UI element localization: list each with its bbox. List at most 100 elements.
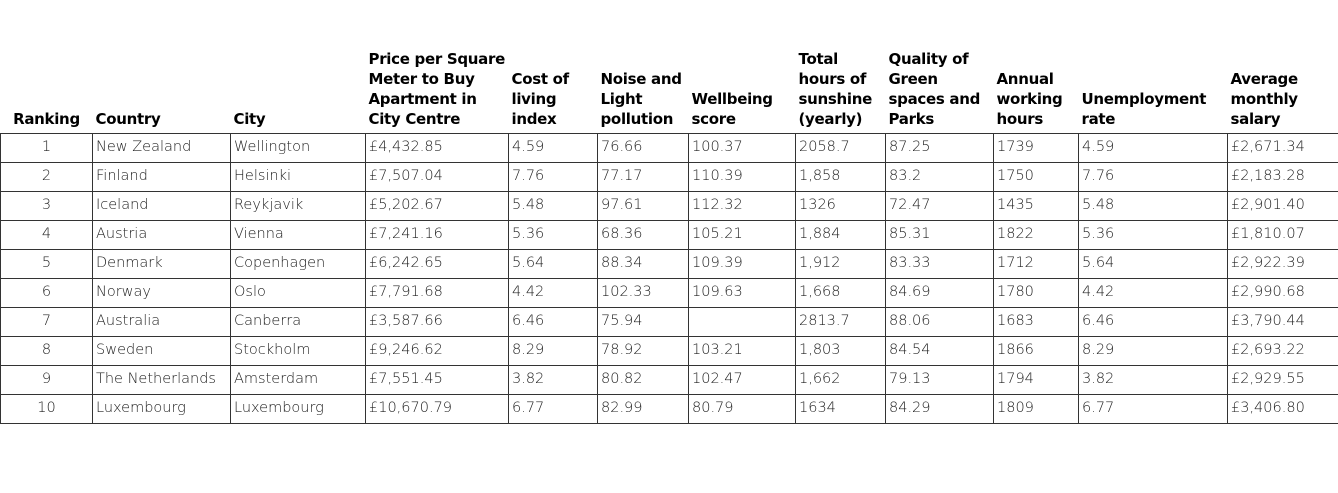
- table-cell: The Netherlands: [92, 364, 231, 395]
- table-cell: 102.47: [688, 364, 796, 395]
- table-cell: £5,202.67: [365, 190, 509, 221]
- table-cell: Luxembourg: [230, 393, 366, 424]
- table-cell: 1822: [993, 219, 1079, 250]
- table-cell: 7: [0, 306, 93, 337]
- column-header: City: [233, 109, 266, 128]
- table-cell: 102.33: [597, 277, 689, 308]
- table-cell: 3.82: [508, 364, 598, 395]
- table-cell: £2,901.40: [1227, 190, 1338, 221]
- table-cell: 80.79: [688, 393, 796, 424]
- table-cell: Oslo: [230, 277, 366, 308]
- table-cell: 2058.7: [795, 132, 886, 163]
- table-cell: 88.34: [597, 248, 689, 279]
- table-cell: Canberra: [230, 306, 366, 337]
- table-cell: 72.47: [885, 190, 994, 221]
- table-row: 7 Australia Canberra £3,587.66 6.46 75.94 2813…: [0, 306, 1338, 337]
- table-cell: 10: [0, 393, 93, 424]
- table-cell: 3: [0, 190, 93, 221]
- table-cell: 75.94: [597, 306, 689, 337]
- table-row: 2 Finland Helsinki £7,507.04 7.76 77.17 110.39…: [0, 161, 1338, 192]
- table-cell: Amsterdam: [230, 364, 366, 395]
- table-cell: 1794: [993, 364, 1079, 395]
- header-row: Ranking Country City Price per Square Meter…: [1, 0, 1338, 133]
- table-cell: 1780: [993, 277, 1079, 308]
- table-cell: £7,551.45: [365, 364, 509, 395]
- column-header: Noise and Light pollution: [600, 69, 682, 128]
- table-cell: 1,662: [795, 364, 886, 395]
- table-cell: Denmark: [92, 248, 231, 279]
- table-cell: 87.25: [885, 132, 994, 163]
- table-row: 10 Luxembourg Luxembourg £10,670.79 6.77 82.9…: [0, 393, 1338, 424]
- table-cell: 5.36: [508, 219, 598, 250]
- table-cell: Helsinki: [230, 161, 366, 192]
- table-cell: 6.77: [508, 393, 598, 424]
- table-cell: £7,241.16: [365, 219, 509, 250]
- table-cell: 83.2: [885, 161, 994, 192]
- table-cell: £7,507.04: [365, 161, 509, 192]
- table-cell: 1326: [795, 190, 886, 221]
- table-cell: 1,884: [795, 219, 886, 250]
- table-cell: 85.31: [885, 219, 994, 250]
- column-header: Quality of Green spaces and Parks: [888, 49, 981, 128]
- table-cell: 1,668: [795, 277, 886, 308]
- table-cell: Copenhagen: [230, 248, 366, 279]
- column-header: Average monthly salary: [1230, 69, 1299, 128]
- table-cell: 5.48: [1078, 190, 1228, 221]
- table-cell: Finland: [92, 161, 231, 192]
- table-cell: 7.76: [508, 161, 598, 192]
- table-cell: 8.29: [1078, 335, 1228, 366]
- table-cell: 9: [0, 364, 93, 395]
- table-cell: 2: [0, 161, 93, 192]
- table-cell: 1,858: [795, 161, 886, 192]
- table-cell: Vienna: [230, 219, 366, 250]
- table-cell: 6.77: [1078, 393, 1228, 424]
- table-cell: 4: [0, 219, 93, 250]
- table-cell: Reykjavik: [230, 190, 366, 221]
- table-cell: 84.69: [885, 277, 994, 308]
- table-cell: 4.42: [508, 277, 598, 308]
- table-cell: 5.64: [1078, 248, 1228, 279]
- table-cell: £2,922.39: [1227, 248, 1338, 279]
- table-cell: 83.33: [885, 248, 994, 279]
- table-cell: Austria: [92, 219, 231, 250]
- table-cell: 105.21: [688, 219, 796, 250]
- table-cell: 109.63: [688, 277, 796, 308]
- column-header: Ranking: [13, 109, 80, 128]
- table-cell: 88.06: [885, 306, 994, 337]
- table-cell: £2,990.68: [1227, 277, 1338, 308]
- table-cell: £2,929.55: [1227, 364, 1338, 395]
- table-cell: 5.48: [508, 190, 598, 221]
- column-header: Cost of living index: [511, 69, 570, 128]
- table-cell: 1683: [993, 306, 1079, 337]
- table-cell: 5: [0, 248, 93, 279]
- table-cell: Wellington: [230, 132, 366, 163]
- column-header: Wellbeing score: [691, 89, 774, 128]
- table-cell: 6.46: [1078, 306, 1228, 337]
- table-cell: 4.59: [1078, 132, 1228, 163]
- column-header: Unemployment rate: [1081, 89, 1207, 128]
- table-cell: 3.82: [1078, 364, 1228, 395]
- table-cell: Luxembourg: [92, 393, 231, 424]
- table-row: 6 Norway Oslo £7,791.68 4.42 102.33 109.63 1,66…: [0, 277, 1338, 308]
- table-cell: £1,810.07: [1227, 219, 1338, 250]
- ranking-table: Ranking Country City Price per Square Meter…: [0, 0, 1338, 424]
- table-cell: 78.92: [597, 335, 689, 366]
- table-cell: Australia: [92, 306, 231, 337]
- table-cell: 2813.7: [795, 306, 886, 337]
- table-cell: 84.29: [885, 393, 994, 424]
- table-cell: £10,670.79: [365, 393, 509, 424]
- table-cell: £4,432.85: [365, 132, 509, 163]
- empty-cell: [688, 306, 796, 337]
- table-cell: 80.82: [597, 364, 689, 395]
- table-cell: Iceland: [92, 190, 231, 221]
- table-cell: 84.54: [885, 335, 994, 366]
- table-cell: 109.39: [688, 248, 796, 279]
- table-cell: 1,803: [795, 335, 886, 366]
- table-cell: 77.17: [597, 161, 689, 192]
- table-cell: 8.29: [508, 335, 598, 366]
- table-cell: £2,671.34: [1227, 132, 1338, 163]
- table-cell: Stockholm: [230, 335, 366, 366]
- table-cell: 5.36: [1078, 219, 1228, 250]
- table-cell: 6.46: [508, 306, 598, 337]
